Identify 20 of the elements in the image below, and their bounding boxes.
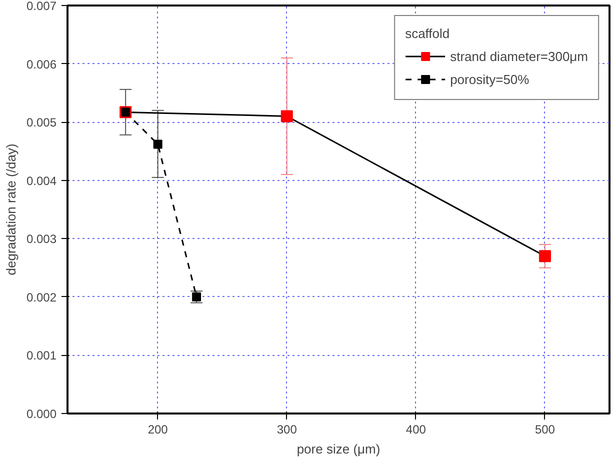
x-tick-label: 300 bbox=[276, 422, 298, 436]
y-tick-label: 0.007 bbox=[26, 0, 57, 13]
x-tick-label: 500 bbox=[534, 422, 556, 436]
y-tick-label: 0.000 bbox=[26, 407, 57, 421]
y-tick-label: 0.004 bbox=[26, 174, 57, 188]
point bbox=[538, 250, 551, 262]
legend-label: porosity=50% bbox=[450, 72, 530, 86]
point bbox=[153, 140, 162, 149]
x-tick-label: 400 bbox=[406, 422, 426, 436]
y-tick-label: 0.001 bbox=[26, 348, 57, 363]
x-axis-title: pore size (μm) bbox=[296, 442, 380, 456]
y-tick-label: 0.002 bbox=[26, 290, 57, 304]
y-tick-label: 0.003 bbox=[26, 232, 57, 246]
x-tick-label: 200 bbox=[148, 422, 168, 436]
y-axis-title: degradation rate (/day) bbox=[3, 144, 18, 276]
point bbox=[280, 110, 293, 122]
legend-label: strand diameter=300μm bbox=[450, 48, 588, 64]
legend-title: scaffold bbox=[405, 26, 451, 41]
y-tick-label: 0.006 bbox=[26, 57, 57, 72]
y-tick-label: 0.005 bbox=[26, 116, 57, 130]
